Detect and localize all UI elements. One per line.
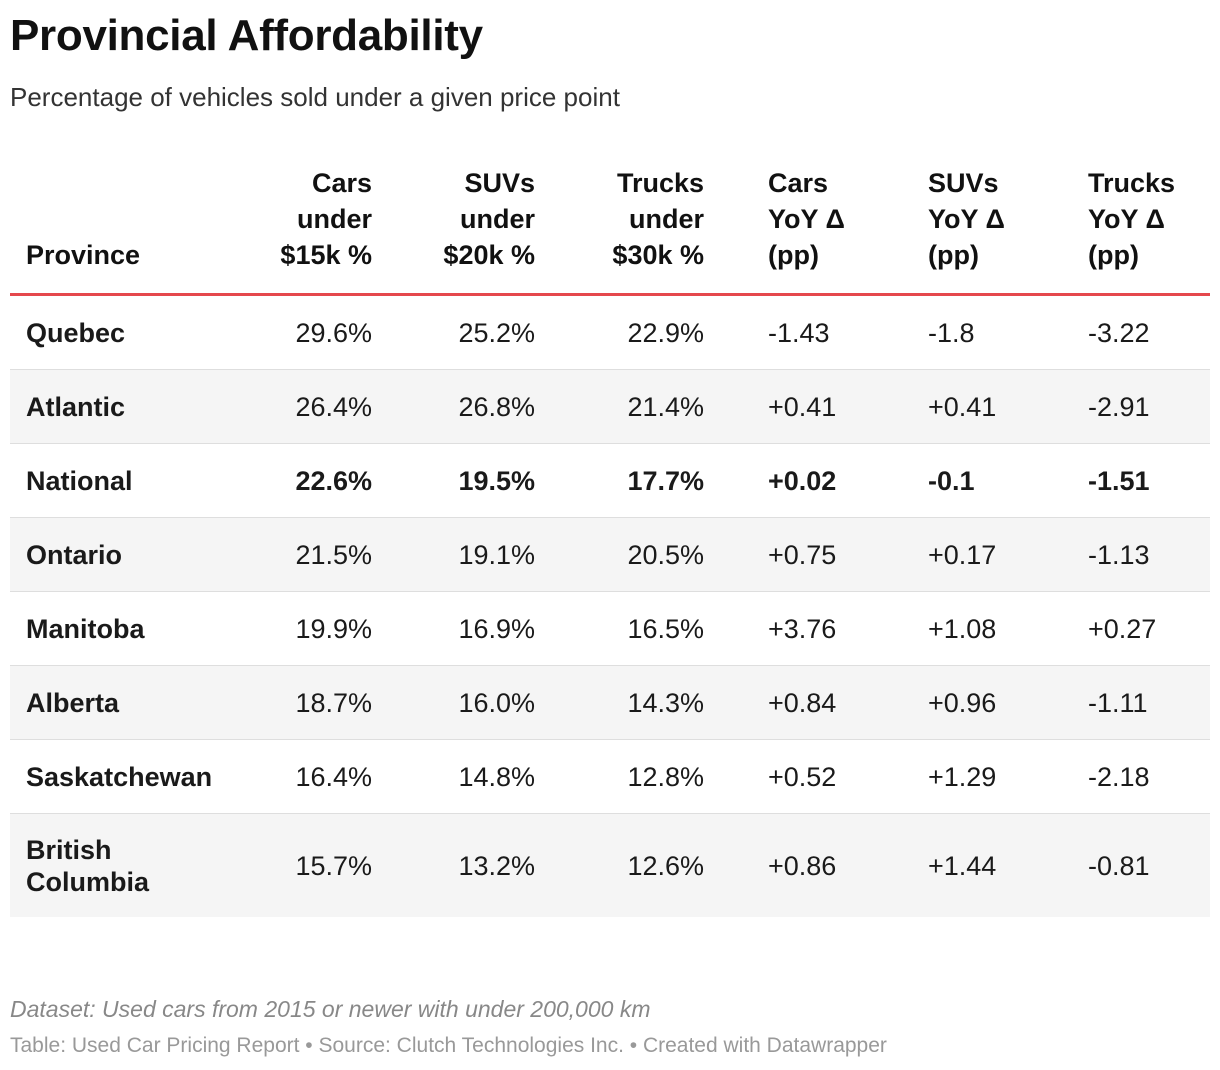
source-line: Table: Used Car Pricing Report • Source:… <box>10 1034 887 1057</box>
province-cell: Ontario <box>10 517 260 592</box>
trucks-yoy-cell: -1.13 <box>1024 517 1210 592</box>
column-header-label: SUVs under $20k % <box>443 168 535 270</box>
province-label: British Columbia <box>26 834 150 897</box>
trucks-yoy-cell: +0.27 <box>1024 591 1210 666</box>
cars-share-cell: 15.7% <box>260 813 372 917</box>
column-header[interactable]: Trucks under $30k % <box>535 165 704 296</box>
trucks-yoy-cell: -3.22 <box>1024 294 1210 370</box>
cars-yoy-cell: +0.84 <box>704 665 864 740</box>
column-header-label: Trucks YoY Δ (pp) <box>1088 168 1176 270</box>
suvs-share-cell: 13.2% <box>372 813 535 917</box>
suvs-share-cell: 16.9% <box>372 591 535 666</box>
suvs-share-cell: 19.1% <box>372 517 535 592</box>
suvs-yoy-cell: -0.1 <box>864 443 1024 518</box>
province-cell: British Columbia <box>10 813 260 917</box>
table-row: Manitoba 19.9% 16.9% 16.5% +3.76 +1.08 +… <box>10 591 1210 666</box>
header-row: Province Cars under $15k % SUVs under $2… <box>10 165 1210 296</box>
data-table-container: Province Cars under $15k % SUVs under $2… <box>10 165 1210 917</box>
column-header[interactable]: Trucks YoY Δ (pp) <box>1024 165 1210 296</box>
column-header-label: Cars YoY Δ (pp) <box>768 168 845 270</box>
column-header[interactable]: Province <box>10 165 260 296</box>
suvs-share-cell: 16.0% <box>372 665 535 740</box>
table-row: Atlantic 26.4% 26.8% 21.4% +0.41 +0.41 -… <box>10 369 1210 444</box>
dataset-note: Dataset: Used cars from 2015 or newer wi… <box>10 996 651 1022</box>
table-row: Alberta 18.7% 16.0% 14.3% +0.84 +0.96 -1… <box>10 665 1210 740</box>
suvs-yoy-cell: -1.8 <box>864 294 1024 370</box>
column-header-label: SUVs YoY Δ (pp) <box>928 168 1005 270</box>
cars-yoy-cell: +3.76 <box>704 591 864 666</box>
affordability-table: Province Cars under $15k % SUVs under $2… <box>10 165 1210 917</box>
trucks-yoy-cell: -1.51 <box>1024 443 1210 518</box>
cars-yoy-cell: -1.43 <box>704 294 864 370</box>
suvs-share-cell: 26.8% <box>372 369 535 444</box>
cars-share-cell: 16.4% <box>260 739 372 814</box>
trucks-share-cell: 14.3% <box>535 665 704 740</box>
column-header[interactable]: SUVs YoY Δ (pp) <box>864 165 1024 296</box>
trucks-share-cell: 22.9% <box>535 294 704 370</box>
table-row: Ontario 21.5% 19.1% 20.5% +0.75 +0.17 -1… <box>10 517 1210 592</box>
cars-share-cell: 18.7% <box>260 665 372 740</box>
trucks-share-cell: 20.5% <box>535 517 704 592</box>
column-header[interactable]: Cars under $15k % <box>260 165 372 296</box>
trucks-share-cell: 21.4% <box>535 369 704 444</box>
province-cell: Saskatchewan <box>10 739 260 814</box>
trucks-share-cell: 12.8% <box>535 739 704 814</box>
suvs-share-cell: 19.5% <box>372 443 535 518</box>
province-cell: Manitoba <box>10 591 260 666</box>
province-cell: National <box>10 443 260 518</box>
chart-subtitle: Percentage of vehicles sold under a give… <box>10 82 620 112</box>
cars-share-cell: 26.4% <box>260 369 372 444</box>
chart-title: Provincial Affordability <box>10 11 483 60</box>
trucks-yoy-cell: -0.81 <box>1024 813 1210 917</box>
suvs-yoy-cell: +1.44 <box>864 813 1024 917</box>
province-cell: Quebec <box>10 294 260 370</box>
province-cell: Atlantic <box>10 369 260 444</box>
column-header[interactable]: SUVs under $20k % <box>372 165 535 296</box>
trucks-share-cell: 16.5% <box>535 591 704 666</box>
table-row: Saskatchewan 16.4% 14.8% 12.8% +0.52 +1.… <box>10 739 1210 814</box>
column-header-label: Trucks under $30k % <box>612 168 704 270</box>
table-body: Quebec 29.6% 25.2% 22.9% -1.43 -1.8 -3.2… <box>10 294 1210 917</box>
column-header-label: Cars under $15k % <box>280 168 372 270</box>
trucks-share-cell: 12.6% <box>535 813 704 917</box>
cars-yoy-cell: +0.75 <box>704 517 864 592</box>
trucks-yoy-cell: -1.11 <box>1024 665 1210 740</box>
trucks-yoy-cell: -2.91 <box>1024 369 1210 444</box>
cars-yoy-cell: +0.52 <box>704 739 864 814</box>
trucks-yoy-cell: -2.18 <box>1024 739 1210 814</box>
suvs-share-cell: 14.8% <box>372 739 535 814</box>
cars-share-cell: 21.5% <box>260 517 372 592</box>
table-row: Quebec 29.6% 25.2% 22.9% -1.43 -1.8 -3.2… <box>10 294 1210 370</box>
province-cell: Alberta <box>10 665 260 740</box>
cars-yoy-cell: +0.41 <box>704 369 864 444</box>
cars-share-cell: 29.6% <box>260 294 372 370</box>
suvs-yoy-cell: +0.41 <box>864 369 1024 444</box>
column-header[interactable]: Cars YoY Δ (pp) <box>704 165 864 296</box>
table-row-national: National 22.6% 19.5% 17.7% +0.02 -0.1 -1… <box>10 443 1210 518</box>
suvs-yoy-cell: +1.08 <box>864 591 1024 666</box>
column-header-label: Province <box>26 240 141 270</box>
cars-share-cell: 19.9% <box>260 591 372 666</box>
cars-share-cell: 22.6% <box>260 443 372 518</box>
suvs-yoy-cell: +1.29 <box>864 739 1024 814</box>
suvs-yoy-cell: +0.96 <box>864 665 1024 740</box>
trucks-share-cell: 17.7% <box>535 443 704 518</box>
cars-yoy-cell: +0.86 <box>704 813 864 917</box>
cars-yoy-cell: +0.02 <box>704 443 864 518</box>
table-row: British Columbia 15.7% 13.2% 12.6% +0.86… <box>10 813 1210 917</box>
suvs-share-cell: 25.2% <box>372 294 535 370</box>
suvs-yoy-cell: +0.17 <box>864 517 1024 592</box>
